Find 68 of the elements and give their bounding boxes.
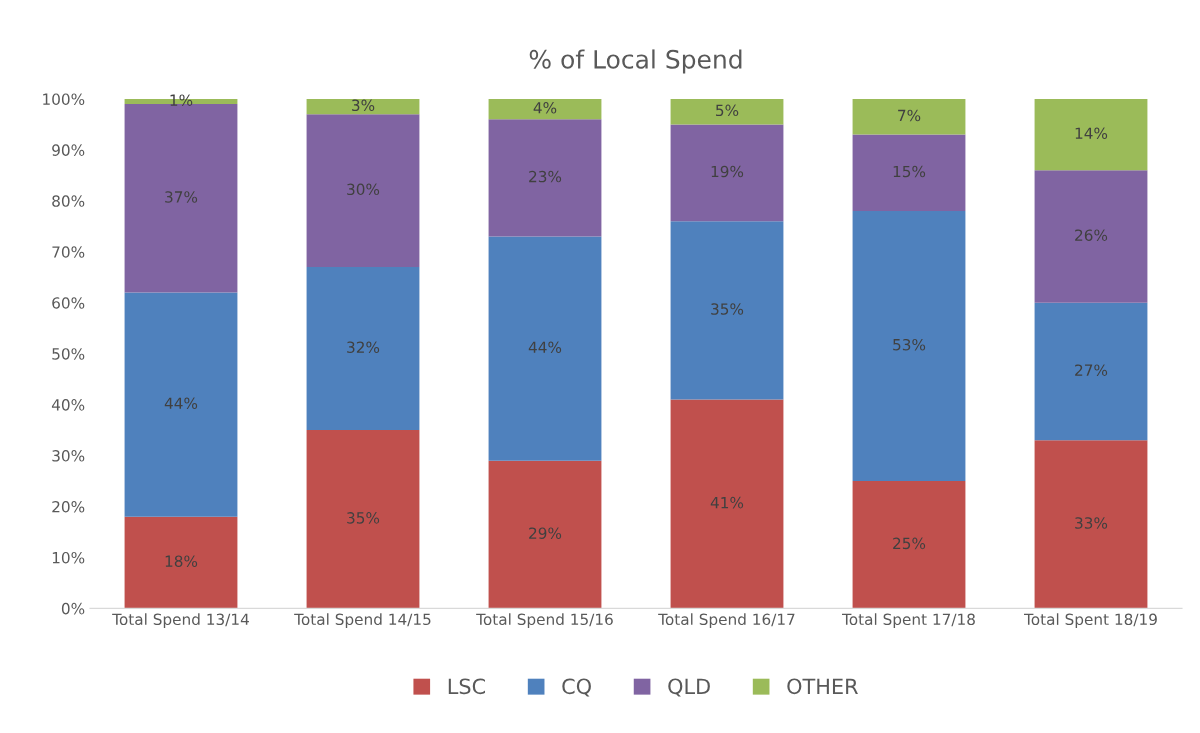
bar (124, 104, 238, 293)
data-label: 3% (352, 99, 375, 112)
bar (488, 236, 602, 461)
bar (306, 98, 420, 115)
data-label: 29% (529, 527, 562, 539)
bar (852, 481, 966, 609)
data-label: 19% (711, 165, 744, 178)
y-tick-label: 70% (52, 246, 85, 258)
bar (1034, 170, 1148, 303)
data-label: 41% (710, 496, 744, 509)
y-tick-label: 80% (52, 195, 85, 207)
data-label: 32% (347, 341, 380, 354)
y-tick-label: 90% (52, 144, 85, 156)
bar (124, 292, 238, 517)
data-label: 5% (716, 104, 739, 117)
bar (670, 399, 784, 609)
bar (488, 460, 602, 609)
bar (124, 516, 238, 609)
bar (852, 98, 966, 135)
data-label: 23% (529, 170, 562, 183)
data-label: 15% (893, 165, 926, 178)
legend-label: OTHER (787, 678, 858, 695)
y-tick-label: 40% (51, 399, 85, 411)
bar (306, 267, 420, 431)
x-tick-label: Total Spend 14/15 (294, 613, 431, 629)
y-tick-label: 100% (43, 93, 85, 105)
legend-label: CQ (562, 678, 591, 697)
data-label: 44% (528, 341, 562, 354)
data-label: 25% (893, 537, 926, 550)
data-label: 14% (1075, 127, 1108, 140)
bar (670, 124, 784, 222)
bar (306, 114, 420, 268)
bar (852, 211, 966, 482)
bar (670, 98, 784, 125)
y-tick-label: 0% (61, 602, 85, 615)
x-tick-label: Total Spent 18/19 (1024, 613, 1157, 629)
bar (670, 221, 784, 400)
y-tick-label: 60% (52, 297, 85, 309)
data-label: 18% (165, 555, 198, 567)
data-label: 4% (533, 102, 557, 114)
chart-title: % of Local Spend (529, 49, 742, 74)
data-label: 33% (1075, 517, 1108, 529)
x-tick-label: Total Spend 13/14 (112, 613, 249, 629)
bar (306, 430, 420, 609)
bar (1034, 98, 1148, 171)
data-label: 53% (893, 338, 926, 351)
data-label: 30% (347, 183, 380, 196)
bar (488, 119, 602, 237)
x-tick-label: Total Spend 15/16 (476, 613, 613, 629)
bar (852, 134, 966, 212)
data-label: 37% (165, 191, 198, 203)
y-tick-label: 10% (52, 551, 85, 564)
bar (1034, 302, 1148, 441)
data-label: 26% (1075, 229, 1108, 241)
bar (1034, 440, 1148, 609)
data-label: 7% (898, 109, 921, 122)
x-tick-label: Total Spend 16/17 (658, 613, 795, 629)
legend-label: LSC (448, 678, 486, 695)
data-label: 27% (1075, 364, 1108, 376)
x-tick-label: Total Spent 17/18 (842, 613, 975, 629)
y-tick-label: 50% (52, 348, 85, 360)
data-label: 44% (164, 397, 198, 410)
y-tick-label: 30% (52, 450, 85, 462)
data-label: 35% (347, 512, 380, 524)
data-label: 35% (711, 303, 744, 315)
y-tick-label: 20% (52, 500, 85, 513)
bar (488, 98, 602, 120)
legend-label: QLD (668, 678, 710, 697)
